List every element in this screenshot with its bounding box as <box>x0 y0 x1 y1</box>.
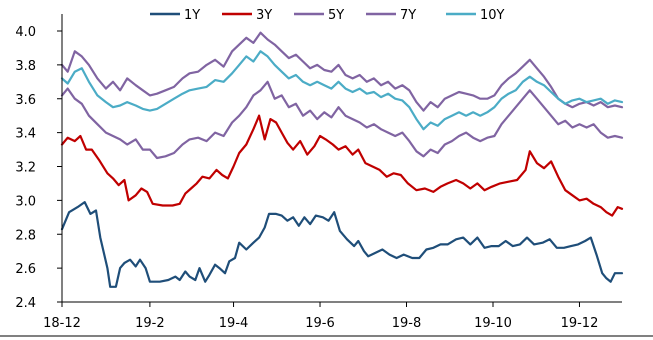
legend-label-3y: 3Y <box>256 8 272 23</box>
series-line-5y <box>60 80 624 160</box>
y-tick-label: 3.0 <box>15 194 36 209</box>
x-tick-label: 18-12 <box>43 316 81 331</box>
series-line-10y <box>60 50 624 131</box>
y-tick-label: 3.2 <box>15 161 36 176</box>
series-line-1y <box>60 201 624 288</box>
series-line-3y <box>60 114 624 217</box>
y-tick-label: 4.0 <box>15 25 36 40</box>
x-tick-label: 19-12 <box>561 316 599 331</box>
x-tick-label: 19-10 <box>474 316 512 331</box>
legend-label-7y: 7Y <box>400 8 416 23</box>
y-axis-ticks: 2.4 2.6 2.8 3.0 3.2 3.4 3.6 3.8 4.0 <box>15 25 62 311</box>
chart-legend: 1Y 3Y 5Y 7Y 10Y <box>150 8 505 23</box>
x-tick-label: 19-2 <box>135 316 165 331</box>
y-tick-label: 2.6 <box>15 262 36 277</box>
legend-label-1y: 1Y <box>184 8 200 23</box>
legend-label-5y: 5Y <box>328 8 344 23</box>
series-line-7y <box>60 31 624 112</box>
plot-series-group <box>60 31 624 288</box>
y-tick-label: 3.6 <box>15 93 36 108</box>
x-tick-label: 19-4 <box>219 316 249 331</box>
y-tick-label: 2.8 <box>15 228 36 243</box>
y-tick-label: 2.4 <box>15 296 36 311</box>
chart-axes <box>0 14 653 337</box>
y-tick-label: 3.4 <box>15 127 36 142</box>
y-tick-label: 3.8 <box>15 59 36 74</box>
legend-label-10y: 10Y <box>480 8 505 23</box>
x-axis-ticks: 18-12 19-2 19-4 19-6 19-8 19-10 19-12 <box>43 302 598 331</box>
x-tick-label: 19-6 <box>305 316 335 331</box>
x-tick-label: 19-8 <box>392 316 422 331</box>
